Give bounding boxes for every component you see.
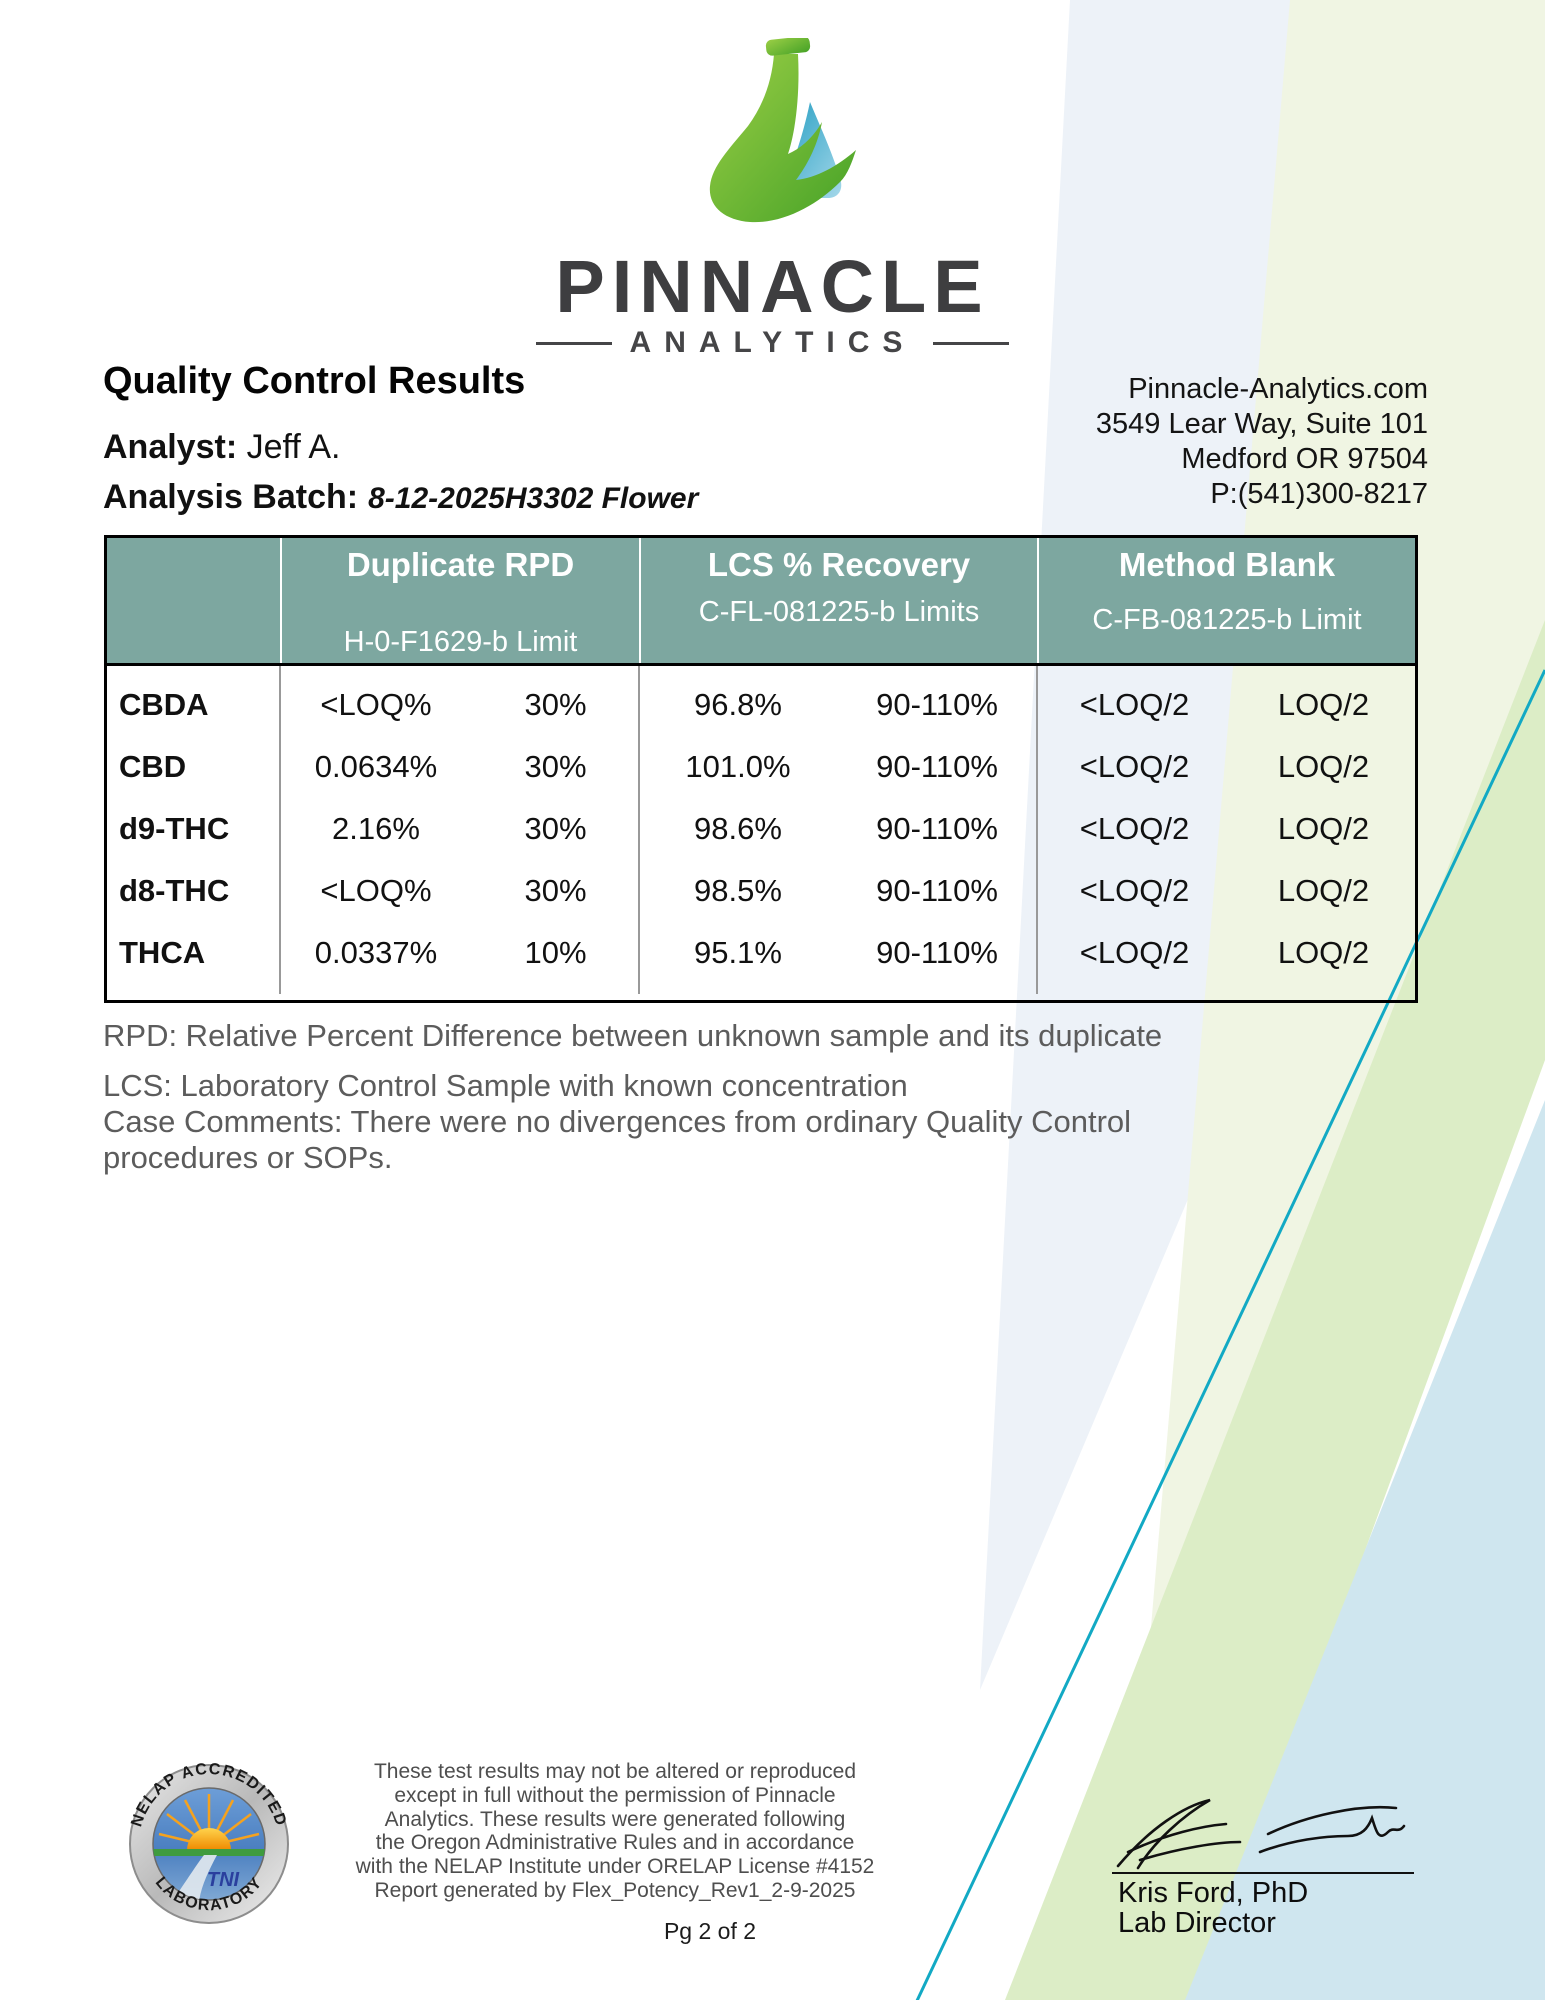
analyte-name: THCA (119, 935, 206, 970)
disclaimer-line: Analytics. These results were generated … (384, 1807, 846, 1831)
lcs-recovery-sublabel: C-FL-081225-b Limits (698, 596, 980, 628)
mb-limit: LOQ/2 (1277, 811, 1370, 846)
brand-subtitle: ANALYTICS (629, 326, 916, 359)
duplicate-rpd-sublabel: H-0-F1629-b Limit (343, 626, 578, 658)
column-divider (638, 666, 640, 994)
qc-table-body: CBDA <LOQ% 30% 96.8% 90-110% <LOQ/2 LOQ/… (107, 666, 1415, 1000)
duplicate-rpd-header: Duplicate RPD H-0-F1629-b Limit (280, 538, 639, 663)
mb-limit: LOQ/2 (1277, 873, 1370, 908)
signer-block: Kris Ford, PhD Lab Director (1118, 1878, 1308, 1938)
pinnacle-flask-logo-icon (709, 38, 856, 223)
lcs-limit: 90-110% (876, 935, 998, 970)
brand-subtitle-row: ANALYTICS (0, 326, 1545, 360)
mb-value: <LOQ/2 (1079, 687, 1190, 722)
rpd-value: <LOQ% (320, 873, 432, 908)
lcs-value: 101.0% (685, 749, 791, 784)
disclaimer-line: with the NELAP Institute under ORELAP Li… (355, 1855, 875, 1879)
lab-contact-block: Pinnacle-Analytics.com 3549 Lear Way, Su… (1096, 372, 1428, 512)
analyst-value: Jeff A. (246, 428, 341, 466)
method-blank-label: Method Blank (1118, 546, 1336, 583)
rpd-value: 2.16% (332, 811, 420, 846)
table-row: d8-THC <LOQ% 30% 98.5% 90-110% <LOQ/2 LO… (107, 860, 1415, 922)
qc-table-header: Duplicate RPD H-0-F1629-b Limit LCS % Re… (107, 538, 1415, 666)
lab-website: Pinnacle-Analytics.com (1128, 373, 1428, 405)
mb-value: <LOQ/2 (1079, 811, 1190, 846)
seal-tni-text: TNI (207, 1869, 240, 1891)
batch-value: 8-12-2025H3302 Flower (368, 482, 699, 515)
lcs-limit: 90-110% (876, 749, 998, 784)
analyte-name: d8-THC (119, 873, 230, 908)
signer-name: Kris Ford, PhD (1118, 1877, 1309, 1909)
signature-scribble-icon (1116, 1798, 1406, 1870)
mb-value: <LOQ/2 (1079, 935, 1190, 970)
lcs-value: 98.6% (694, 811, 782, 846)
analyte-name: CBDA (119, 687, 209, 722)
lcs-value: 96.8% (694, 687, 782, 722)
duplicate-rpd-label: Duplicate RPD (346, 546, 575, 583)
lcs-recovery-label: LCS % Recovery (707, 546, 971, 583)
lcs-value: 95.1% (694, 935, 782, 970)
batch-label: Analysis Batch: (103, 478, 359, 516)
rpd-value: <LOQ% (320, 687, 432, 722)
lab-phone: P:(541)300-8217 (1210, 478, 1428, 510)
analysis-batch-line: Analysis Batch: 8-12-2025H3302 Flower (103, 478, 698, 517)
mb-value: <LOQ/2 (1079, 749, 1190, 784)
mb-limit: LOQ/2 (1277, 687, 1370, 722)
teal-diagonal-line (915, 669, 1545, 2000)
analyst-line: Analyst: Jeff A. (103, 428, 340, 467)
analyte-name: CBD (119, 749, 187, 784)
disclaimer-line: Report generated by Flex_Potency_Rev1_2-… (374, 1878, 856, 1902)
lab-address-line2: Medford OR 97504 (1181, 443, 1428, 475)
rpd-limit: 30% (524, 811, 587, 846)
table-row: CBDA <LOQ% 30% 96.8% 90-110% <LOQ/2 LOQ/… (107, 674, 1415, 736)
lcs-limit: 90-110% (876, 687, 998, 722)
case-comments-note-cont: procedures or SOPs. (103, 1140, 393, 1175)
table-row: CBD 0.0634% 30% 101.0% 90-110% <LOQ/2 LO… (107, 736, 1415, 798)
signature-line (1112, 1872, 1414, 1874)
lcs-note: LCS: Laboratory Control Sample with know… (103, 1068, 908, 1103)
qc-results-table: Duplicate RPD H-0-F1629-b Limit LCS % Re… (104, 535, 1418, 1003)
lcs-value: 98.5% (694, 873, 782, 908)
column-divider (279, 666, 281, 994)
rpd-limit: 30% (524, 687, 587, 722)
case-comments-note: Case Comments: There were no divergences… (103, 1104, 1132, 1139)
brand-wordmark: PINNACLE (555, 245, 990, 328)
method-blank-header: Method Blank C-FB-081225-b Limit (1037, 538, 1415, 663)
analyte-name: d9-THC (119, 811, 230, 846)
analyst-label: Analyst: (103, 428, 238, 466)
page-number: Pg 2 of 2 (663, 1918, 757, 1944)
column-divider (1036, 666, 1038, 994)
rpd-limit: 10% (524, 935, 587, 970)
disclaimer-text: These test results may not be altered or… (318, 1760, 912, 1903)
disclaimer-line: These test results may not be altered or… (373, 1760, 857, 1783)
lcs-limit: 90-110% (876, 811, 998, 846)
lab-address-line1: 3549 Lear Way, Suite 101 (1095, 408, 1428, 440)
disclaimer-line: except in full without the permission of… (394, 1783, 836, 1807)
mb-limit: LOQ/2 (1277, 935, 1370, 970)
rpd-limit: 30% (524, 873, 587, 908)
method-blank-sublabel: C-FB-081225-b Limit (1092, 604, 1362, 636)
rpd-value: 0.0634% (314, 749, 438, 784)
table-row: THCA 0.0337% 10% 95.1% 90-110% <LOQ/2 LO… (107, 922, 1415, 984)
lcs-limit: 90-110% (876, 873, 998, 908)
table-row: d9-THC 2.16% 30% 98.6% 90-110% <LOQ/2 LO… (107, 798, 1415, 860)
lcs-recovery-header: LCS % Recovery C-FL-081225-b Limits (639, 538, 1037, 663)
analyte-header-cell (107, 538, 280, 663)
mb-value: <LOQ/2 (1079, 873, 1190, 908)
disclaimer-line: the Oregon Administrative Rules and in a… (375, 1831, 855, 1855)
page-title: Quality Control Results (103, 360, 526, 402)
nelap-accredited-seal-icon: TNI NELAP ACCREDITED LABORATORY (128, 1761, 289, 1924)
signer-title: Lab Director (1118, 1907, 1276, 1939)
rpd-limit: 30% (524, 749, 587, 784)
rpd-value: 0.0337% (314, 935, 438, 970)
rpd-note: RPD: Relative Percent Difference between… (103, 1018, 1163, 1053)
right-dash-rule (933, 341, 1010, 345)
left-dash-rule (535, 341, 612, 345)
mb-limit: LOQ/2 (1277, 749, 1370, 784)
